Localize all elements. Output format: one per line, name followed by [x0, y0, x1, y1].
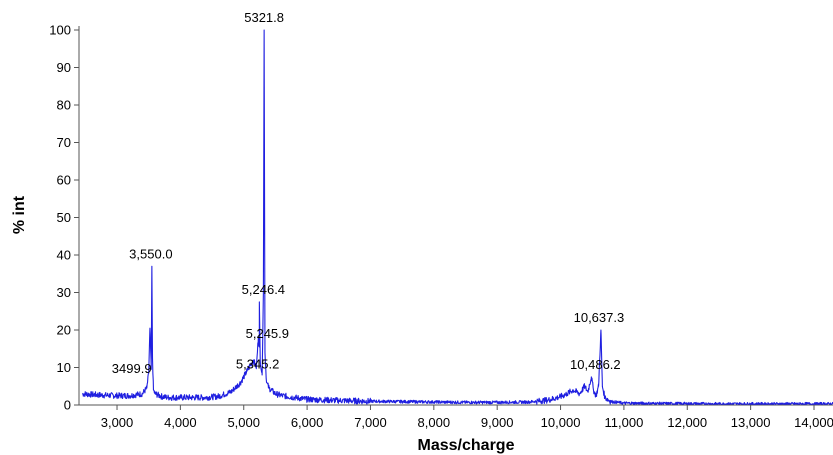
- x-tick-label: 5,000: [227, 415, 260, 430]
- y-tick-label: 40: [57, 248, 71, 263]
- y-tick-label: 70: [57, 135, 71, 150]
- y-tick-label: 30: [57, 285, 71, 300]
- peak-label: 5,246.4: [242, 282, 285, 297]
- peak-label: 5,245.9: [246, 326, 289, 341]
- y-tick-label: 90: [57, 60, 71, 75]
- peak-label: 10,637.3: [574, 310, 625, 325]
- x-tick-label: 10,000: [541, 415, 581, 430]
- x-tick-label: 12,000: [667, 415, 707, 430]
- x-tick-label: 9,000: [481, 415, 514, 430]
- x-axis: 3,000 4,000 5,000 6,000 7,000 8,000 9,000 10,00…: [79, 404, 833, 430]
- y-tick-label: 60: [57, 173, 71, 188]
- peak-label: 5321.8: [244, 10, 284, 25]
- x-tick-label: 14,000: [794, 415, 833, 430]
- y-tick-label: 80: [57, 98, 71, 113]
- x-tick-label: 13,000: [731, 415, 771, 430]
- y-tick-label: 20: [57, 323, 71, 338]
- x-tick-label: 7,000: [354, 415, 387, 430]
- x-tick-label: 3,000: [101, 415, 134, 430]
- peak-labels: 5321.8 3,550.0 5,246.4 5,245.9 5,345.2 3499.9…: [112, 10, 624, 376]
- y-axis: 0 10 20 30 40 50 60 70 80 90 100: [49, 23, 80, 413]
- x-tick-label: 4,000: [164, 415, 197, 430]
- y-tick-label: 0: [64, 398, 71, 413]
- x-tick-label: 8,000: [418, 415, 451, 430]
- peak-label: 5,345.2: [236, 357, 279, 372]
- y-tick-label: 50: [57, 210, 71, 225]
- spectrum-line: [82, 29, 833, 405]
- spectrum-series: [82, 29, 833, 405]
- y-tick-label: 10: [57, 360, 71, 375]
- x-tick-label: 11,000: [605, 415, 644, 430]
- y-tick-label: 100: [49, 23, 71, 38]
- peak-label: 3499.9: [112, 361, 152, 376]
- peak-label: 3,550.0: [129, 246, 172, 261]
- x-tick-label: 6,000: [291, 415, 324, 430]
- x-axis-title: Mass/charge: [418, 437, 515, 454]
- peak-label: 10,486.2: [570, 357, 621, 372]
- y-axis-title: % int: [11, 195, 28, 234]
